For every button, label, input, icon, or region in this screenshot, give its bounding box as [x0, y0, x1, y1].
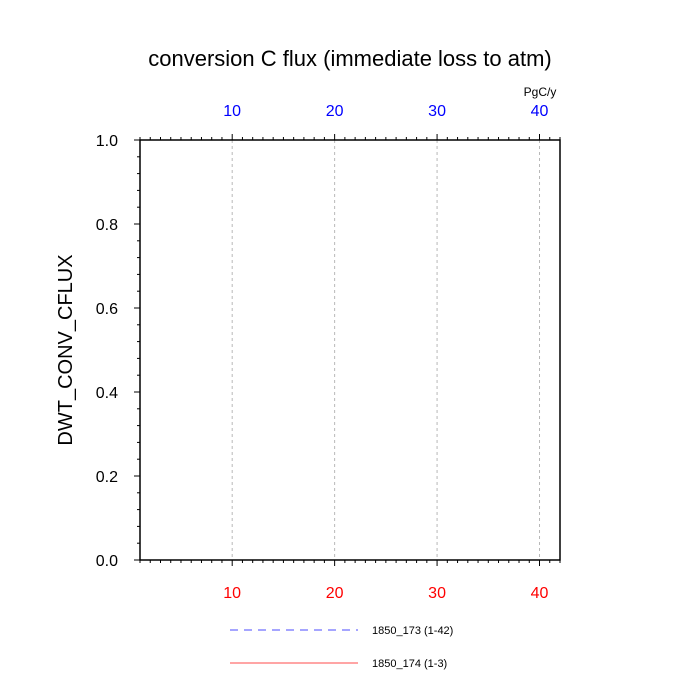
- y-tick-label: 0.6: [96, 301, 118, 318]
- x-tick-label-bottom: 40: [531, 585, 549, 602]
- axes: 10 10 20 20 30 30 40 40 0.0 0.2 0.4 0.6 0.8 1.0: [96, 103, 561, 602]
- legend-label: 1850_173 (1-42): [372, 625, 453, 637]
- top-axis-unit-label: PgC/y: [524, 85, 557, 99]
- x-tick-label-top: 40: [531, 103, 549, 120]
- x-tick-label-bottom: 30: [428, 585, 446, 602]
- y-axis-label: DWT_CONV_CFLUX: [55, 254, 77, 445]
- legend: 1850_173 (1-42) 1850_174 (1-3): [230, 625, 453, 670]
- x-tick-label-bottom: 10: [223, 585, 241, 602]
- grid: [231, 140, 541, 560]
- y-tick-label: 1.0: [96, 133, 118, 150]
- y-tick-label: 0.8: [96, 217, 118, 234]
- x-tick-label-top: 30: [428, 103, 446, 120]
- x-tick-label-top: 20: [326, 103, 344, 120]
- x-tick-label-bottom: 20: [326, 585, 344, 602]
- x-tick-label-top: 10: [223, 103, 241, 120]
- legend-label: 1850_174 (1-3): [372, 658, 447, 670]
- chart-title: conversion C flux (immediate loss to atm…: [148, 46, 551, 71]
- plot-area-frame: [139, 139, 561, 561]
- y-tick-label: 0.4: [96, 385, 118, 402]
- y-tick-label: 0.0: [96, 553, 118, 570]
- y-tick-label: 0.2: [96, 469, 118, 486]
